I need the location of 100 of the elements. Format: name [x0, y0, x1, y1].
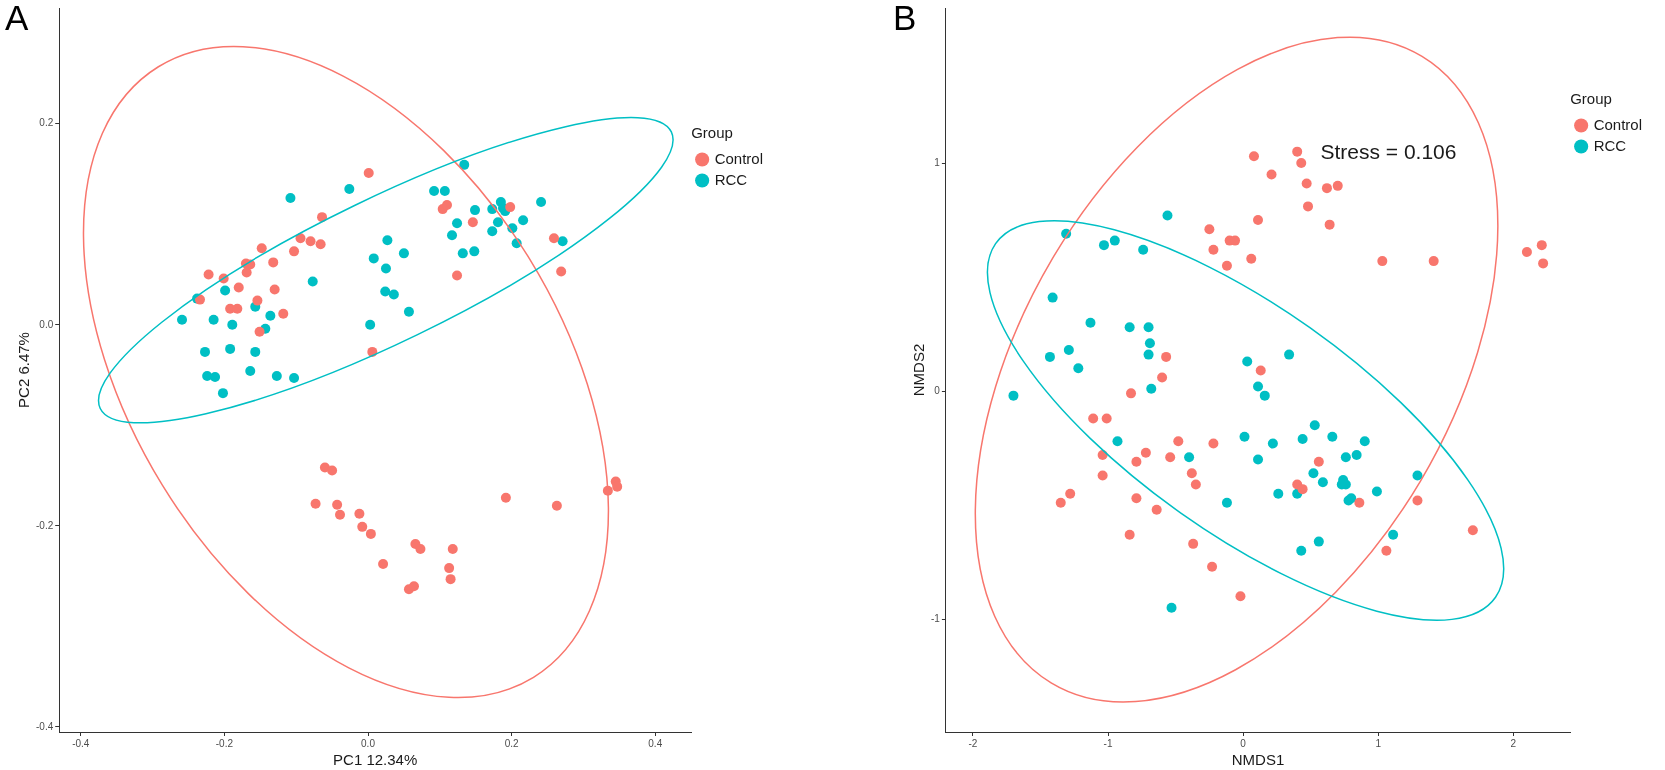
point	[1221, 260, 1232, 271]
point	[365, 319, 376, 330]
point	[305, 236, 316, 247]
point	[487, 226, 498, 237]
point	[1467, 525, 1478, 536]
point	[1138, 244, 1149, 255]
chart-title: B	[893, 0, 917, 38]
point	[1303, 201, 1314, 212]
point	[1126, 388, 1137, 399]
point	[1124, 529, 1135, 540]
point	[177, 314, 188, 325]
legend-label: Control	[714, 149, 763, 167]
point	[445, 574, 456, 585]
point	[225, 343, 236, 354]
point	[452, 270, 463, 281]
point	[1165, 452, 1176, 463]
point	[1327, 431, 1338, 442]
point	[1332, 180, 1343, 191]
point	[1131, 456, 1142, 467]
point	[1044, 351, 1055, 362]
point	[289, 246, 300, 257]
point	[1073, 363, 1084, 374]
point	[1173, 436, 1184, 447]
point	[265, 310, 276, 321]
point	[1321, 183, 1332, 194]
point	[203, 269, 214, 280]
point	[551, 500, 562, 511]
point	[1284, 349, 1295, 360]
point	[1296, 158, 1307, 169]
point	[467, 217, 478, 228]
point	[380, 286, 391, 297]
point	[1538, 258, 1549, 269]
point	[1412, 470, 1423, 481]
point	[548, 233, 559, 244]
point	[500, 492, 511, 503]
x-axis-title: NMDS1	[1231, 751, 1285, 769]
point	[1359, 436, 1370, 447]
point	[1188, 538, 1199, 549]
x-tick-label: -1	[1103, 737, 1113, 749]
point	[447, 230, 458, 241]
point	[1065, 488, 1076, 499]
point	[1085, 317, 1096, 328]
point	[268, 257, 279, 268]
point	[398, 248, 409, 259]
point	[1143, 322, 1154, 333]
point	[469, 246, 480, 257]
point	[208, 314, 219, 325]
point	[363, 167, 374, 178]
point	[457, 248, 468, 259]
legend-label: RCC	[714, 170, 748, 188]
point	[365, 528, 376, 539]
point	[1266, 169, 1277, 180]
x-tick-label: 1	[1375, 737, 1382, 749]
point	[518, 215, 529, 226]
point	[1124, 322, 1135, 333]
x-tick-label: -0.2	[215, 737, 234, 749]
point	[233, 282, 244, 293]
point	[1301, 178, 1312, 189]
x-tick-label: 0.0	[361, 737, 376, 749]
point	[403, 306, 414, 317]
point	[1297, 484, 1308, 495]
point	[1143, 349, 1154, 360]
x-axis-title: PC1 12.34%	[333, 751, 418, 769]
point	[245, 366, 256, 377]
point	[220, 285, 231, 296]
point	[227, 319, 238, 330]
point	[505, 202, 516, 213]
chart-title: A	[5, 0, 29, 38]
point	[1208, 438, 1219, 449]
point	[1146, 383, 1157, 394]
point	[470, 205, 480, 216]
point	[252, 295, 263, 306]
point	[1253, 215, 1264, 226]
point	[1388, 529, 1399, 540]
point	[1412, 495, 1423, 506]
point	[1296, 545, 1307, 556]
point	[1273, 488, 1284, 499]
x-tick-label: 0.2	[504, 737, 520, 749]
point	[1292, 146, 1303, 157]
point	[1047, 292, 1058, 303]
point	[1381, 545, 1392, 556]
point	[1131, 493, 1142, 504]
point	[556, 266, 567, 277]
point	[1253, 381, 1264, 392]
y-axis-title: PC2 6.47%	[15, 332, 33, 408]
y-tick-label: 0	[934, 384, 941, 396]
point	[1371, 486, 1382, 497]
point	[241, 267, 252, 278]
point	[1097, 470, 1108, 481]
point	[1521, 246, 1532, 257]
point	[439, 186, 450, 197]
point	[327, 465, 338, 476]
point	[200, 346, 210, 357]
point	[447, 543, 458, 554]
point	[335, 509, 345, 520]
point	[1309, 420, 1320, 431]
annotation: Stress = 0.106	[1320, 139, 1457, 163]
point	[378, 559, 389, 570]
point	[310, 498, 321, 509]
point	[1324, 219, 1335, 230]
